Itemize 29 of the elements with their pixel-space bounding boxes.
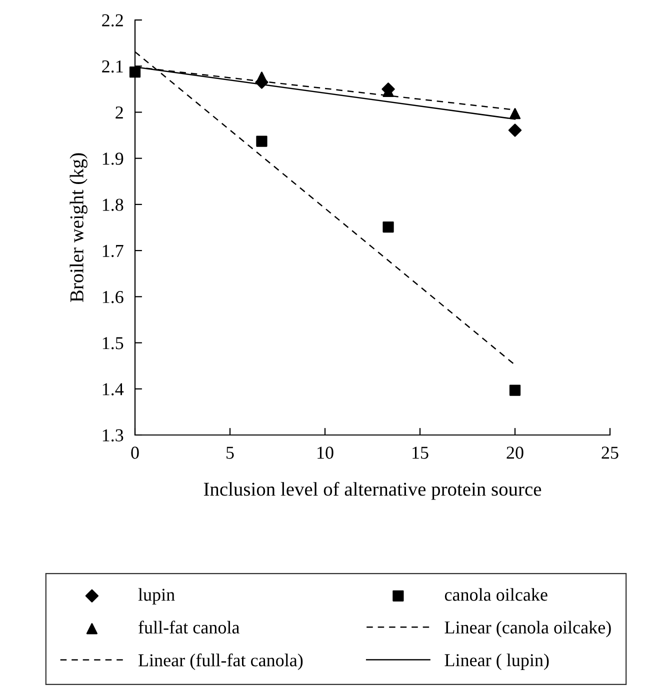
y-tick-label: 1.6 [102,290,124,304]
y-tick-label: 1.9 [102,152,124,165]
y-tick-label: 2 [116,106,123,118]
point [256,136,268,147]
legend-label: lupin [138,588,175,604]
point [382,221,394,233]
legend-label: Linear ( lupin) [444,654,549,670]
legend-label: Linear (canola oilcake) [444,620,611,638]
legend-label: Linear (full-fat canola) [138,653,303,670]
x-tick-label: 0 [131,446,139,459]
x-tick-label: 25 [602,446,618,459]
point [509,108,521,120]
x-axis-title: Inclusion level of alternative protein source [204,482,542,500]
legend-label: canola oilcake [444,588,548,601]
point [508,124,522,137]
x-tick-label: 15 [412,446,428,459]
y-tick-label: 2.2 [102,14,123,27]
x-tick-label: 20 [506,446,524,459]
y-tick-label: 1.8 [102,198,124,211]
y-tick-label: 1.3 [102,429,124,442]
y-tick-label: 1.4 [102,383,124,396]
y-tick-label: 1.7 [102,244,124,258]
legend-label: full-fat canola [138,620,240,634]
x-tick-label: 10 [318,446,334,459]
y-tick-label: 1.5 [102,337,124,350]
point [509,384,521,396]
x-tick-label: 5 [226,446,234,459]
y-axis-title: Broiler weight (kg) [70,153,88,302]
y-tick-label: 2.1 [102,60,123,73]
